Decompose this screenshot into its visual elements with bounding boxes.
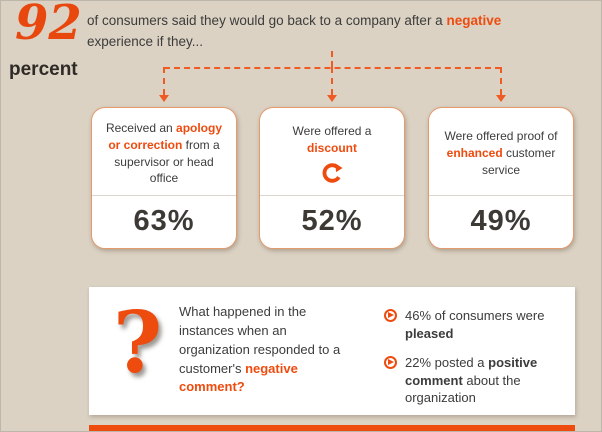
- stat-box-discount: Were offered a discount 52%: [259, 107, 405, 249]
- stat-value: 63%: [133, 205, 195, 237]
- headline-text: of consumers said they would go back to …: [87, 11, 565, 53]
- stat-box-apology: Received an apology or correction from a…: [91, 107, 237, 249]
- stat-box-text: Received an apology or correction from a…: [92, 108, 236, 195]
- answer-item: 46% of consumers were pleased: [384, 307, 566, 342]
- answer-list: 46% of consumers were pleased 22% posted…: [384, 307, 566, 407]
- answer-post: about the organization: [405, 372, 521, 406]
- down-arrow-icon: [327, 95, 337, 102]
- stat-text-post: from a supervisor or head office: [114, 137, 220, 186]
- down-arrow-icon: [496, 95, 506, 102]
- answer-pre: 46% of consumers were: [405, 308, 545, 323]
- connector-drop-line: [500, 67, 502, 95]
- answer-text: 22% posted a positive comment about the …: [405, 354, 566, 407]
- big-number-unit: percent: [9, 59, 78, 80]
- question-mark-icon: ?: [113, 293, 163, 392]
- down-arrow-icon: [159, 95, 169, 102]
- stat-box-service: Were offered proof of enhanced customer …: [428, 107, 574, 249]
- stat-value: 52%: [301, 205, 363, 237]
- divider: [260, 195, 404, 196]
- headline-post: experience if they...: [87, 33, 204, 49]
- stat-text-pre: Were offered a: [292, 124, 372, 139]
- stat-text-post: customer service: [481, 146, 556, 177]
- stat-text-highlight: enhanced: [446, 146, 503, 161]
- headline-pre: of consumers said they would go back to …: [87, 13, 447, 28]
- stat-text-pre: Were offered proof of: [444, 129, 558, 144]
- arrow-bullet-icon: [384, 356, 397, 370]
- answer-pre: 22% posted a: [405, 355, 489, 371]
- answer-bold: pleased: [405, 325, 454, 341]
- stat-box-text: Were offered a discount: [260, 108, 404, 195]
- answer-text: 46% of consumers were pleased: [405, 307, 566, 342]
- stat-text-line: Were offered proof of enhanced customer …: [439, 128, 563, 178]
- stat-box-text: Were offered proof of enhanced customer …: [429, 108, 573, 195]
- stat-text-highlight: discount: [307, 141, 357, 155]
- stat-text-highlight: apology or correction: [108, 120, 223, 152]
- stat-text-line: Received an apology or correction from a…: [102, 120, 226, 187]
- big-number: 92: [15, 0, 82, 51]
- divider: [92, 195, 236, 196]
- question-highlight: negative comment?: [179, 360, 298, 395]
- stat-text-line: Were offered a discount: [270, 123, 394, 157]
- stat-text-pre: Received an: [105, 120, 177, 135]
- question-panel: ? What happened in the instances when an…: [89, 287, 575, 415]
- answer-bold: positive comment: [405, 355, 538, 388]
- stat-value: 49%: [470, 205, 532, 237]
- connector-drop-line: [331, 67, 333, 95]
- divider: [429, 195, 573, 196]
- bottom-accent-bar: [89, 425, 575, 431]
- question-text: What happened in the instances when an o…: [179, 303, 357, 397]
- answer-item: 22% posted a positive comment about the …: [384, 354, 566, 407]
- question-pre: What happened in the instances when an o…: [179, 304, 341, 376]
- headline-highlight: negative: [446, 13, 502, 28]
- refresh-arrow-icon: [321, 162, 343, 184]
- connector-drop-line: [163, 67, 165, 95]
- connector-stem-line: [331, 51, 333, 67]
- arrow-bullet-icon: [384, 309, 397, 322]
